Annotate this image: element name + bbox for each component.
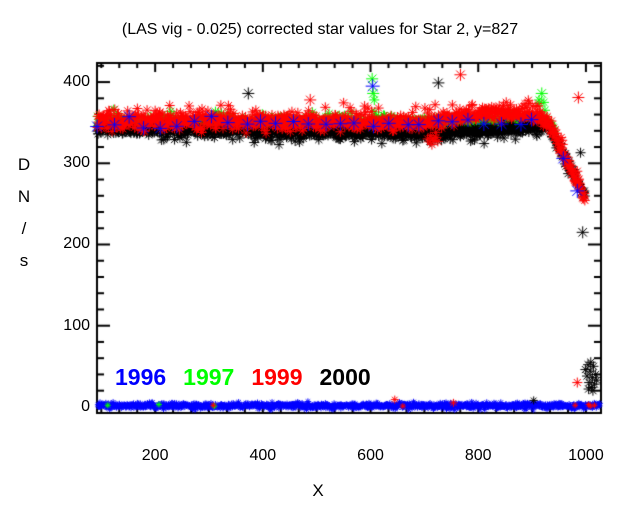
legend-item-2000: 2000 [319,364,371,390]
y-tick-label: 0 [81,397,90,415]
legend-item-1997: 1997 [183,364,235,390]
y-tick-label: 300 [63,154,90,172]
legend-item-1999: 1999 [251,364,303,390]
chart-legend: 1996 1997 1999 2000 [115,365,371,389]
y-axis-title-char: / [21,219,27,238]
y-axis-title-char: N [17,187,31,206]
y-axis-title-char: s [19,251,29,270]
x-axis-title: X [312,481,324,500]
x-tick-label: 800 [464,447,492,464]
x-tick-label: 600 [357,447,384,464]
y-tick-label: 200 [63,235,90,253]
x-tick-label: 400 [249,447,277,464]
x-tick-label: 200 [141,447,169,464]
y-axis-title: D N / s [14,149,34,277]
chart-title: (LAS vig - 0.025) corrected star values … [121,21,519,38]
x-tick-label: 1000 [568,447,604,464]
legend-item-1996: 1996 [115,364,167,390]
y-tick-label: 100 [63,316,90,334]
y-axis-title-char: D [17,155,31,174]
y-tick-label: 400 [63,73,90,91]
